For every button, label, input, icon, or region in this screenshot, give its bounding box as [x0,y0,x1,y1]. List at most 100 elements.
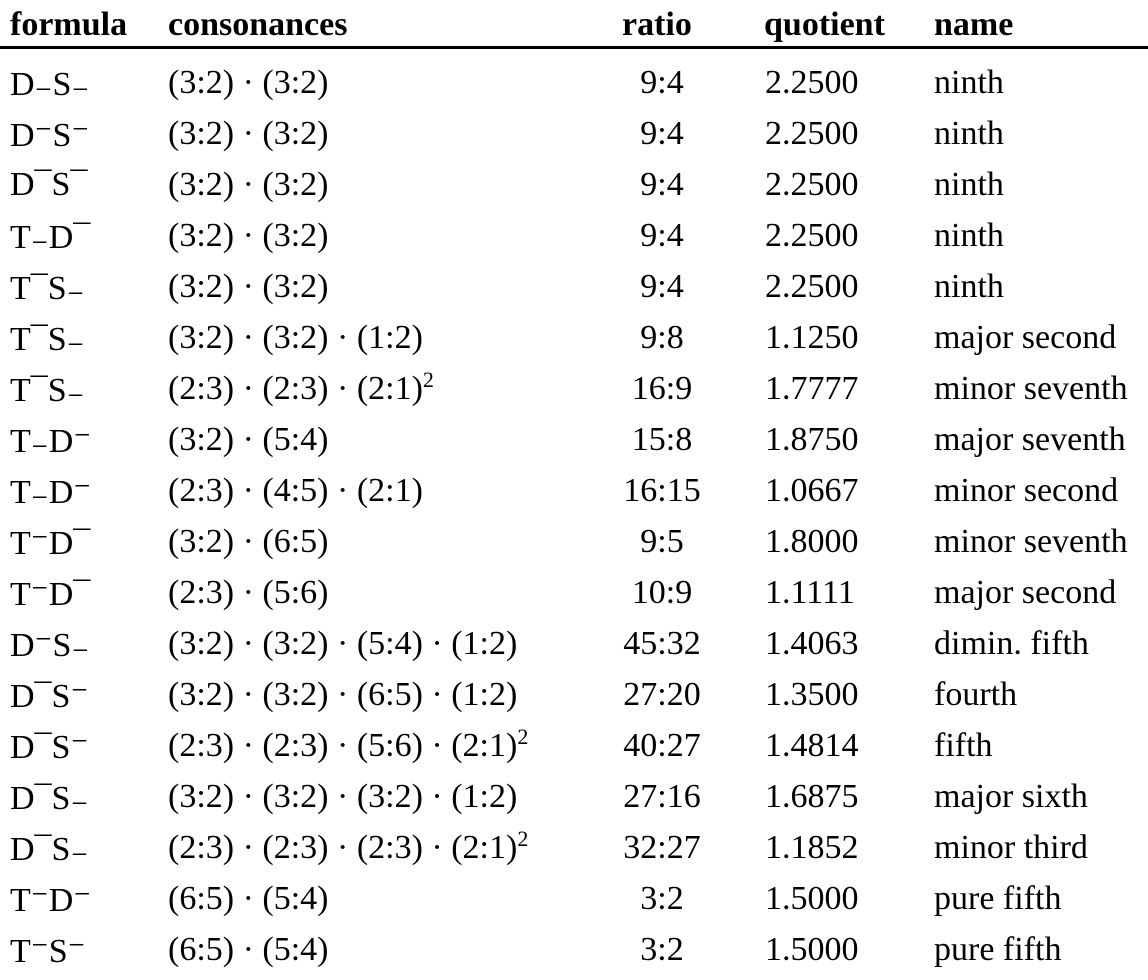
ratio-cell-text: 9:4 [640,64,684,101]
consonances-cell-text: (3:2) · (3:2) · (6:5) · (1:2) [168,676,518,713]
ratio-cell-text: 27:20 [623,676,701,713]
formula-cell-text: T⁻D¯ [10,525,91,562]
table-row: D¯S¯ (3:2) · (3:2) 9:4 2.2500 ninth [0,162,1148,213]
table-row: T¯S₋ (2:3) · (2:3) · (2:1)2 16:9 1.7777 mino… [0,366,1148,417]
formula-cell: D¯S₋ [10,778,88,818]
formula-cell-text: T¯S₋ [10,270,85,307]
quotient-cell: 2.2500 [765,115,859,153]
quotient-cell: 2.2500 [765,64,859,102]
quotient-cell: 2.2500 [765,166,859,204]
name-cell-text: minor third [934,829,1088,866]
name-cell: major second [934,574,1116,612]
ratio-cell-text: 16:9 [631,370,693,407]
formula-cell-text: T⁻S⁻ [10,933,86,970]
quotient-cell-text: 1.5000 [765,880,859,917]
consonances-cell-text: (2:3) · (4:5) · (2:1) [168,472,423,509]
quotient-cell-text: 1.1852 [765,829,859,866]
formula-cell: T¯S₋ [10,268,85,308]
ratio-cell: 32:27 [590,829,734,867]
quotient-cell-text: 1.0667 [765,472,859,509]
quotient-cell-text: 1.7777 [765,370,859,407]
name-cell-text: ninth [934,268,1004,305]
consonances-cell: (3:2) · (3:2) [168,115,329,153]
ratio-cell-text: 9:4 [640,217,684,254]
ratio-cell-text: 3:2 [640,880,684,917]
consonances-cell-text: (3:2) · (6:5) [168,523,329,560]
consonances-cell-text: (3:2) · (5:4) [168,421,329,458]
formula-cell: D⁻S⁻ [10,115,89,155]
exponent: 2 [517,826,529,851]
name-cell-text: ninth [934,166,1004,203]
ratio-cell: 9:8 [590,319,734,357]
ratio-cell: 3:2 [590,931,734,969]
formula-cell: T₋D⁻ [10,472,91,512]
formula-cell: T₋D⁻ [10,421,91,461]
formula-cell-text: D⁻S⁻ [10,117,90,154]
name-cell: minor seventh [934,370,1128,408]
formula-cell-text: D⁻S₋ [10,627,90,664]
quotient-cell: 1.5000 [765,931,859,969]
table-row: T₋D⁻ (2:3) · (4:5) · (2:1) 16:15 1.0667 mino… [0,468,1148,519]
ratio-cell-text: 40:27 [623,727,701,764]
name-cell-text: minor second [934,472,1119,509]
consonances-cell: (3:2) · (3:2) · (1:2) [168,319,423,357]
consonances-cell: (6:5) · (5:4) [168,880,329,918]
ratio-cell-text: 9:5 [640,523,684,560]
formula-cell-text: T¯S₋ [10,372,85,409]
formula-cell: D¯S⁻ [10,727,88,767]
exponent: 2 [422,367,434,392]
ratio-cell-text: 9:8 [640,319,684,356]
quotient-cell-text: 1.5000 [765,931,859,968]
consonances-cell-text: (3:2) · (3:2) [168,115,329,152]
formula-cell: T⁻S⁻ [10,931,86,971]
name-cell: major sixth [934,778,1088,816]
quotient-cell: 1.3500 [765,676,859,714]
ratio-cell-text: 27:16 [623,778,701,815]
formula-cell-text: T₋D¯ [10,219,91,256]
quotient-cell: 1.1111 [765,574,855,612]
consonances-cell: (2:3) · (2:3) · (2:1)2 [168,367,434,408]
name-cell: ninth [934,64,1004,102]
consonances-cell-text: (3:2) · (3:2) · (5:4) · (1:2) [168,625,518,662]
name-cell: pure fifth [934,931,1061,969]
table-row: D¯S₋ (2:3) · (2:3) · (2:3) · (2:1)2 32:27 1… [0,825,1148,876]
formula-cell-text: D¯S₋ [10,831,89,868]
name-cell: ninth [934,115,1004,153]
header-consonances: consonances [168,6,348,43]
table-row: D¯S⁻ (3:2) · (3:2) · (6:5) · (1:2) 27:20 1.… [0,672,1148,723]
header-name: name [934,6,1014,43]
table-row: D¯S₋ (3:2) · (3:2) · (3:2) · (1:2) 27:16 1.… [0,774,1148,825]
consonances-cell: (3:2) · (6:5) [168,523,329,561]
quotient-cell-text: 2.2500 [765,64,859,101]
consonances-cell-text: (3:2) · (3:2) [168,268,329,305]
table-body: D₋S₋ (3:2) · (3:2) 9:4 2.2500 ninth D⁻S⁻ (3:2)… [0,60,1148,978]
consonances-cell: (2:3) · (2:3) · (2:3) · (2:1)2 [168,826,529,867]
formula-cell: D⁻S₋ [10,625,89,665]
ratio-cell-text: 15:8 [631,421,693,458]
formula-cell-text: D₋S₋ [10,66,90,103]
ratio-cell: 3:2 [590,880,734,918]
header-ratio: ratio [622,6,692,43]
name-cell-text: ninth [934,64,1004,101]
formula-cell: D¯S₋ [10,829,88,869]
consonances-cell-text: (6:5) · (5:4) [168,931,329,968]
table-row: D⁻S₋ (3:2) · (3:2) · (5:4) · (1:2) 45:32 1.… [0,621,1148,672]
formula-cell-text: T¯S₋ [10,321,85,358]
quotient-cell: 1.0667 [765,472,859,510]
quotient-cell-text: 1.8000 [765,523,859,560]
table-row: T⁻D¯ (2:3) · (5:6) 10:9 1.1111 major second [0,570,1148,621]
name-cell: fourth [934,676,1017,714]
consonances-cell: (3:2) · (3:2) · (6:5) · (1:2) [168,676,517,714]
consonances-cell-text: (2:3) · (2:3) · (2:1) [168,370,423,407]
quotient-cell-text: 1.8750 [765,421,859,458]
consonances-cell: (3:2) · (3:2) [168,217,329,255]
name-cell: major seventh [934,421,1126,459]
ratio-cell-text: 9:4 [640,166,684,203]
name-cell: ninth [934,268,1004,306]
name-cell: minor second [934,472,1118,510]
formula-cell: T⁻D¯ [10,574,90,614]
formula-cell: D¯S¯ [10,166,87,204]
consonances-cell-text: (3:2) · (3:2) [168,166,329,203]
quotient-cell: 2.2500 [765,217,859,255]
